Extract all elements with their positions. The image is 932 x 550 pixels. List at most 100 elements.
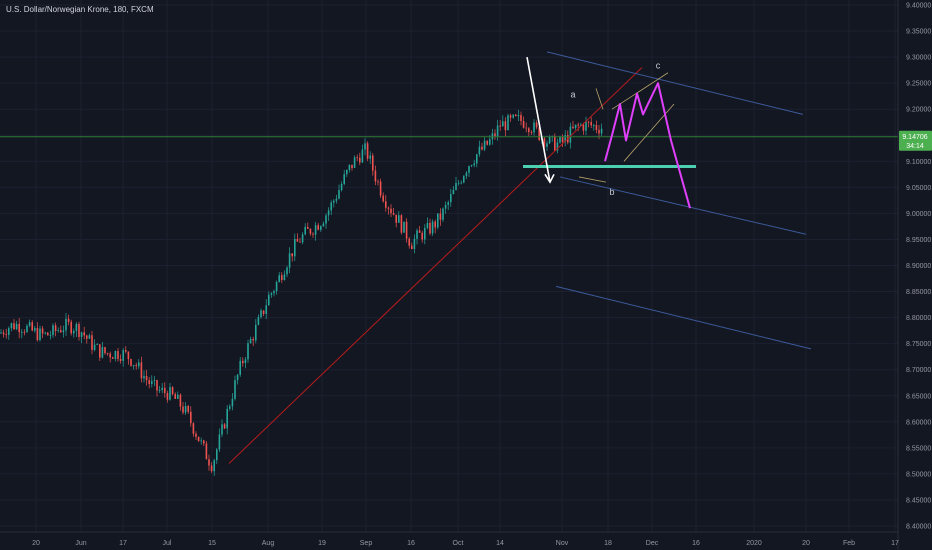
candle-body [322,223,325,227]
candle-body [517,114,520,116]
y-tick-label: 8.60000 [906,419,931,426]
candle-body [535,122,538,128]
y-tick-label: 8.90000 [906,263,931,270]
candle-body [569,126,572,143]
candle-body [530,132,533,133]
candle-body [216,449,218,461]
candle-body [104,347,106,354]
candle-body [356,157,358,159]
candle-body [439,213,442,220]
candle-body [151,380,153,384]
candle-body [520,114,522,122]
y-tick-label: 9.35000 [906,29,931,36]
candle-body [546,143,548,147]
candle-body [457,182,460,184]
x-tick-label: 14 [496,540,504,547]
candle-body [112,357,114,359]
candle-body [299,241,301,243]
candle-body [99,344,101,358]
candle-body [572,126,574,129]
candle-body [218,434,221,450]
projection-path [604,82,691,209]
candle-body [252,339,254,341]
minor-channel-line [595,88,604,110]
candle-body [421,232,423,240]
candle-body [174,394,176,399]
candle-body [533,122,535,133]
x-tick-label: 16 [407,540,415,547]
candle-body [408,238,410,246]
x-tick-label: Dec [646,540,659,547]
candle-body [444,204,447,209]
candle-body [314,225,317,235]
candle-body [502,121,504,127]
candle-body [452,189,455,195]
candle-body [463,176,465,183]
candle-body [249,339,252,344]
candle-body [320,226,322,230]
candle-body [231,398,234,407]
candle-body [34,328,36,331]
candle-body [39,328,41,341]
candle-body [143,376,145,379]
candle-body [91,335,93,350]
candle-body [184,406,187,413]
candle-body [244,359,247,364]
candle-body [556,142,559,151]
down-arrow-icon [526,56,551,183]
candle-body [283,274,286,281]
minor-channel-line [578,176,607,183]
candle-body [166,393,169,400]
candle-body [486,140,488,145]
candle-body [587,121,590,123]
candle-body [286,267,288,275]
candle-body [52,325,54,336]
candle-body [96,344,98,346]
candle-body [221,424,223,435]
candle-body [138,362,140,367]
candle-body [179,394,182,407]
x-tick-label: 17 [891,540,899,547]
price-tag-countdown: 34:14 [906,143,924,150]
candle-body [343,174,345,185]
x-tick-label: 17 [119,540,127,547]
candle-body [75,323,78,331]
y-tick-label: 9.10000 [906,159,931,166]
candle-body [424,227,426,240]
candle-body [564,135,566,143]
candle-body [28,322,31,326]
candle-body [281,275,283,281]
candle-body [15,323,18,330]
candle-body [585,121,587,131]
candle-body [275,281,278,292]
candle-body [117,351,119,360]
candle-body [387,207,390,209]
y-tick-label: 8.65000 [906,393,931,400]
candle-body [595,125,598,130]
x-tick-label: Oct [453,540,464,547]
candle-body [255,324,257,341]
minor-channel-line [623,103,675,162]
candle-body [580,124,582,126]
candle-body [325,215,327,224]
candle-body [359,157,361,163]
candle-body [257,317,260,325]
candle-body [156,380,158,391]
candle-body [13,323,15,330]
candle-body [301,234,304,243]
x-tick-label: Sep [360,540,373,547]
candle-body [478,146,481,155]
candle-body [197,436,200,442]
candle-body [229,406,231,409]
candle-body [86,335,88,339]
candle-body [44,332,46,334]
candle-body [522,121,525,128]
candle-body [392,213,395,215]
candle-body [554,136,556,151]
y-tick-label: 8.40000 [906,524,931,531]
x-tick-label: 20 [32,540,40,547]
candle-body [130,359,132,366]
x-tick-label: 16 [692,540,700,547]
